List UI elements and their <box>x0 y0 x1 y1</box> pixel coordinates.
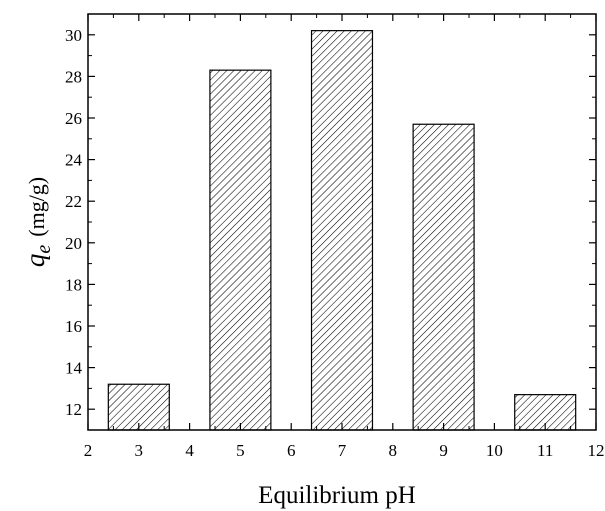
y-tick-label: 28 <box>65 67 82 86</box>
y-tick-label: 30 <box>65 26 82 45</box>
x-tick-label: 10 <box>486 441 503 460</box>
y-axis-label: qe (mg/g) <box>20 177 55 267</box>
bar-ph-3 <box>107 383 170 431</box>
x-tick-label: 5 <box>236 441 245 460</box>
y-tick-label: 20 <box>65 234 82 253</box>
y-tick-label: 16 <box>65 317 82 336</box>
x-tick-label: 9 <box>439 441 448 460</box>
x-tick-label: 8 <box>389 441 398 460</box>
bar-ph-5 <box>209 69 272 431</box>
x-tick-label: 6 <box>287 441 296 460</box>
y-tick-label: 24 <box>65 151 83 170</box>
x-tick-label: 4 <box>185 441 194 460</box>
bar-ph-9 <box>412 123 475 431</box>
y-axis-symbol: q <box>20 254 50 268</box>
y-axis-subscript: e <box>33 245 55 254</box>
y-axis-unit: (mg/g) <box>24 177 49 237</box>
x-tick-label: 7 <box>338 441 347 460</box>
x-tick-label: 12 <box>588 441 605 460</box>
y-tick-label: 12 <box>65 400 82 419</box>
x-tick-label: 11 <box>537 441 553 460</box>
x-axis-label: Equilibrium pH <box>258 482 416 509</box>
x-tick-label: 3 <box>135 441 144 460</box>
y-tick-label: 14 <box>65 359 83 378</box>
y-tick-label: 22 <box>65 192 82 211</box>
x-tick-label: 2 <box>84 441 93 460</box>
y-tick-label: 18 <box>65 275 82 294</box>
bar-ph-7 <box>310 30 374 431</box>
x-ticks-group: 2 3 4 5 6 7 8 9 10 11 12 <box>84 14 605 460</box>
y-ticks-group: 12 14 16 18 20 22 24 26 28 30 <box>65 13 596 431</box>
y-tick-label: 26 <box>65 109 82 128</box>
plot-frame <box>87 13 597 431</box>
bars-group <box>107 30 577 431</box>
